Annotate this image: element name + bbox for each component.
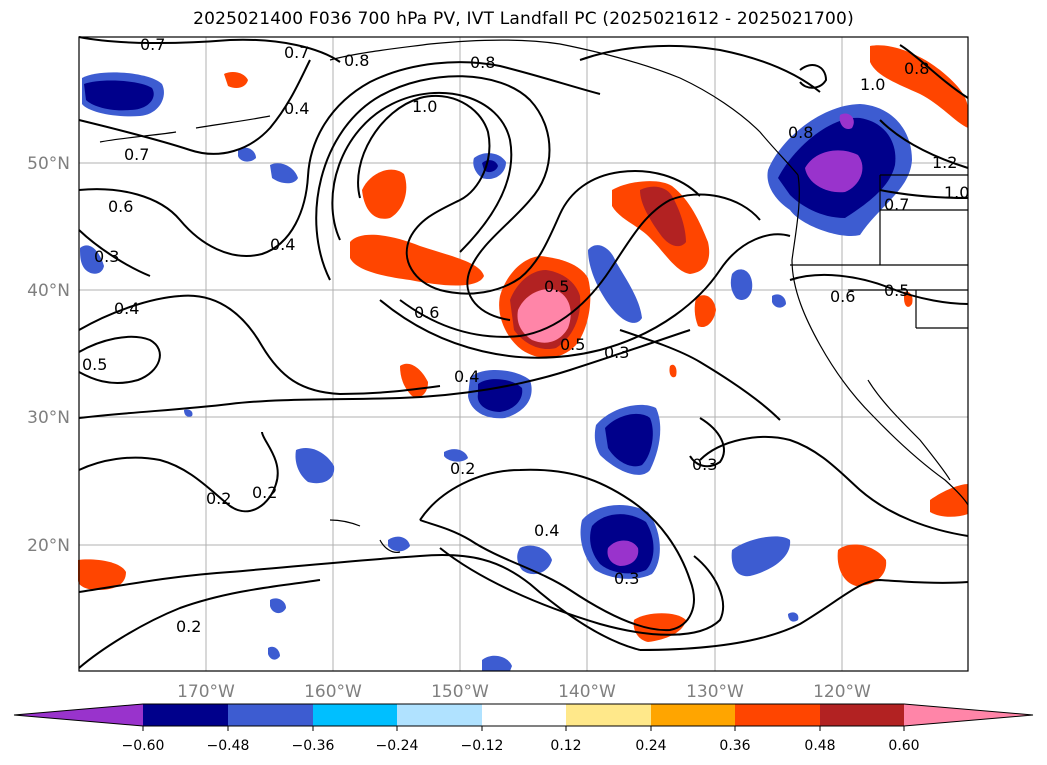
lon-label: 160°W — [304, 682, 362, 702]
latitude-labels: 50°N 40°N 30°N 20°N — [27, 154, 70, 556]
contour-label: 0.7 — [884, 195, 909, 214]
longitude-labels: 170°W 160°W 150°W 140°W 130°W 120°W — [177, 682, 871, 702]
colorbar-segment — [397, 704, 482, 726]
contour-label: 0.4 — [270, 235, 295, 254]
coastlines — [99, 39, 969, 553]
lat-label: 40°N — [27, 281, 70, 301]
contour-label: 0.6 — [830, 287, 855, 306]
contour-label: 1.2 — [932, 153, 957, 172]
pv-contours — [78, 36, 969, 669]
contour-label: 0.6 — [414, 303, 439, 322]
contour-label: 1.0 — [412, 97, 437, 116]
contour-label: 0.8 — [470, 53, 495, 72]
contour-label: 0.3 — [692, 455, 717, 474]
colorbar-segment — [228, 704, 313, 726]
lat-label: 30°N — [27, 408, 70, 428]
map-title: 2025021400 F036 700 hPa PV, IVT Landfall… — [193, 9, 854, 29]
contour-label: 0.2 — [252, 483, 277, 502]
contour-label: 0.5 — [884, 281, 909, 300]
contour-label: 1.0 — [944, 183, 969, 202]
colorbar-tick: 0.12 — [550, 738, 581, 754]
contour-label: 0.5 — [544, 277, 569, 296]
colorbar-tick: 0.36 — [719, 738, 750, 754]
colorbar-segment — [482, 704, 566, 726]
colorbar: −0.60 −0.48 −0.36 −0.24 −0.12 0.12 0.24 … — [13, 703, 1034, 754]
colorbar-segment — [143, 704, 228, 726]
contour-label: 0.6 — [108, 197, 133, 216]
map-frame — [78, 36, 969, 672]
lon-label: 120°W — [813, 682, 871, 702]
lon-label: 170°W — [177, 682, 235, 702]
contour-label: 0.3 — [614, 569, 639, 588]
positive-pv-anomalies — [78, 45, 968, 642]
lat-label: 20°N — [27, 536, 70, 556]
contour-labels: 0.7 0.7 0.8 0.8 1.0 0.4 0.7 0.6 0.4 0.3 … — [82, 35, 969, 636]
lon-label: 130°W — [686, 682, 744, 702]
colorbar-tick: 0.60 — [888, 738, 919, 754]
colorbar-tick: −0.12 — [461, 738, 504, 754]
contour-label: 0.4 — [454, 367, 479, 386]
contour-label: 0.2 — [450, 459, 475, 478]
contour-label: 0.3 — [94, 247, 119, 266]
contour-label: 0.7 — [284, 43, 309, 62]
lon-label: 140°W — [558, 682, 616, 702]
contour-label: 0.2 — [176, 617, 201, 636]
contour-label: 0.4 — [114, 299, 139, 318]
contour-label: 0.3 — [604, 343, 629, 362]
colorbar-tick: −0.60 — [122, 738, 165, 754]
colorbar-tick: −0.24 — [376, 738, 419, 754]
lat-label: 50°N — [27, 154, 70, 174]
contour-label: 0.2 — [206, 489, 231, 508]
colorbar-segment — [735, 704, 820, 726]
contour-label: 0.4 — [534, 521, 559, 540]
colorbar-segment — [651, 704, 735, 726]
colorbar-segment — [820, 704, 904, 726]
contour-label: 0.8 — [904, 59, 929, 78]
contour-label: 0.5 — [82, 355, 107, 374]
contour-label: 0.5 — [560, 335, 585, 354]
contour-label: 0.4 — [284, 99, 309, 118]
colorbar-segment — [313, 704, 397, 726]
colorbar-extend-low — [14, 704, 143, 726]
contour-label: 1.0 — [860, 75, 885, 94]
colorbar-tick: −0.48 — [207, 738, 250, 754]
colorbar-extend-high — [904, 704, 1033, 726]
contour-label: 0.7 — [124, 145, 149, 164]
contour-label: 0.8 — [788, 123, 813, 142]
colorbar-tick: 0.48 — [804, 738, 835, 754]
colorbar-tick: −0.36 — [292, 738, 335, 754]
lon-label: 150°W — [431, 682, 489, 702]
colorbar-segment — [566, 704, 651, 726]
colorbar-tick: 0.24 — [635, 738, 666, 754]
contour-label: 0.7 — [140, 35, 165, 54]
contour-label: 0.8 — [344, 51, 369, 70]
negative-pv-anomalies — [80, 72, 912, 671]
